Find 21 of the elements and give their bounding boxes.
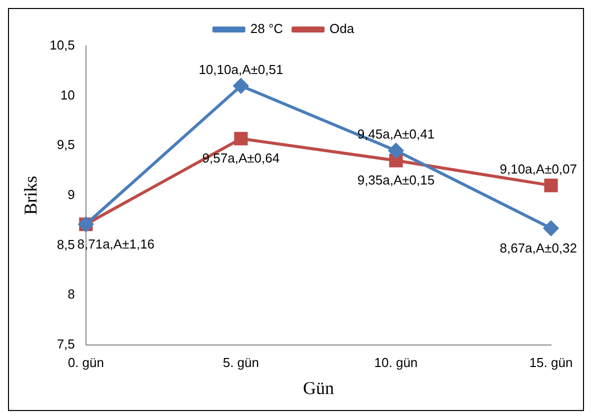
x-axis-title: Gün — [302, 378, 334, 398]
legend-label: 28 °C — [250, 21, 284, 36]
data-label: 8,71a,A±1,16 — [77, 236, 155, 252]
data-label: 10,10a,A±0,51 — [198, 62, 284, 77]
y-tick-label: 9 — [68, 186, 75, 202]
y-tick-label: 10 — [60, 87, 75, 102]
data-label: 9,45a,A±0,41 — [357, 126, 435, 142]
x-tick-label: 5. gün — [222, 355, 260, 370]
x-tick-label: 15. gün — [529, 355, 573, 370]
y-tick-label: 7,5 — [56, 336, 75, 352]
y-tick-label: 10,5 — [50, 38, 75, 53]
data-label: 9,35a,A±0,15 — [357, 172, 435, 188]
y-tick-label: 8,5 — [56, 236, 75, 252]
y-axis-title: Briks — [20, 176, 41, 215]
data-label: 8,67a,A±0,32 — [500, 240, 578, 256]
y-tick-label: 9,5 — [56, 137, 75, 152]
data-label: 9,10a,A±0,07 — [500, 162, 578, 177]
y-tick-label: 8 — [68, 286, 75, 302]
x-tick-label: 10. gün — [374, 355, 418, 370]
legend-label: Oda — [330, 21, 355, 36]
x-tick-label: 0. gün — [68, 355, 104, 370]
